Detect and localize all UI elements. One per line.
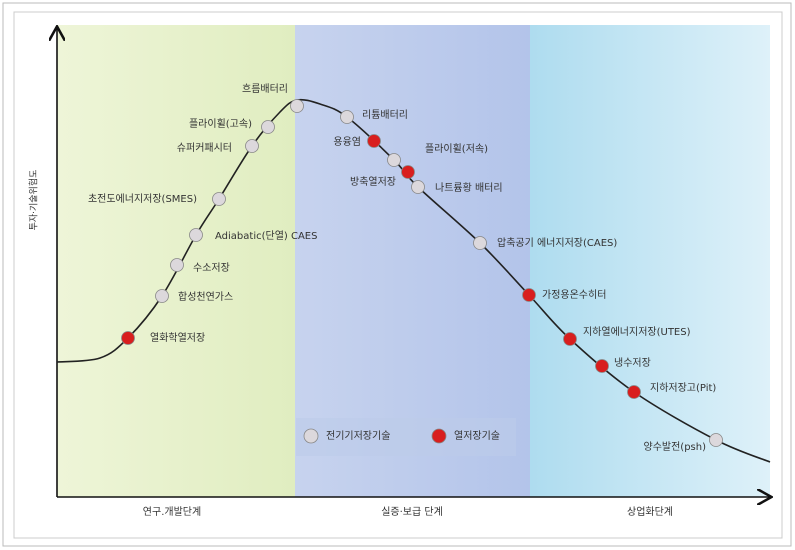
node-label: 플라이휠(고속): [189, 117, 252, 130]
node-marker: [473, 236, 487, 250]
node-label: 슈퍼커패시터: [177, 142, 232, 154]
node-label: 초전도에너지저장(SMES): [88, 193, 197, 205]
node-label: 합성천연가스: [178, 291, 233, 303]
node-marker: [121, 331, 135, 345]
inner-frame: [13, 11, 783, 539]
node-label: 흐름배터리: [242, 83, 288, 95]
node-label: 지하저장고(Pit): [650, 381, 716, 394]
node-marker: [261, 120, 275, 134]
legend-marker: [431, 428, 447, 444]
node-marker: [290, 99, 304, 113]
node-marker: [340, 110, 354, 124]
node-label: 리튬배터리: [362, 109, 408, 121]
node-marker: [522, 288, 536, 302]
node-label: 수소저장: [193, 262, 230, 274]
node-marker: [627, 385, 641, 399]
node-label: 가정용온수히터: [542, 289, 606, 301]
node-marker: [189, 228, 203, 242]
node-marker: [563, 332, 577, 346]
node-label: 지하열에너지저장(UTES): [583, 325, 691, 338]
node-label: 나트륨황 배터리: [435, 182, 503, 194]
node-marker: [401, 165, 415, 179]
node-marker: [411, 180, 425, 194]
node-label: 압축공기 에너지저장(CAES): [497, 236, 617, 249]
node-marker: [387, 153, 401, 167]
phase-label: 실증·보급 단계: [381, 506, 443, 518]
node-label: 플라이휠(저속): [425, 142, 488, 155]
node-label: 방축열저장: [350, 176, 396, 188]
phase-bg: [530, 25, 770, 497]
node-marker: [709, 433, 723, 447]
node-marker: [155, 289, 169, 303]
node-label: 용융염: [333, 136, 361, 148]
legend-marker: [303, 428, 319, 444]
node-marker: [595, 359, 609, 373]
node-label: 열화학열저장: [150, 332, 205, 344]
phase-label: 연구.개발단계: [143, 506, 201, 518]
legend-label: 전기기저장기술: [326, 430, 390, 442]
node-marker: [212, 192, 226, 206]
legend-label: 열저장기술: [454, 430, 500, 442]
node-label: 냉수저장: [614, 357, 651, 369]
node-label: 양수발전(psh): [644, 441, 707, 453]
phase-label: 상업화단계: [627, 505, 673, 518]
node-label: Adiabatic(단열) CAES: [215, 230, 317, 242]
node-marker: [170, 258, 184, 272]
node-marker: [245, 139, 259, 153]
node-marker: [367, 134, 381, 148]
y-axis-label: 투자·기술위험도: [29, 170, 40, 231]
legend-box: [296, 418, 516, 456]
